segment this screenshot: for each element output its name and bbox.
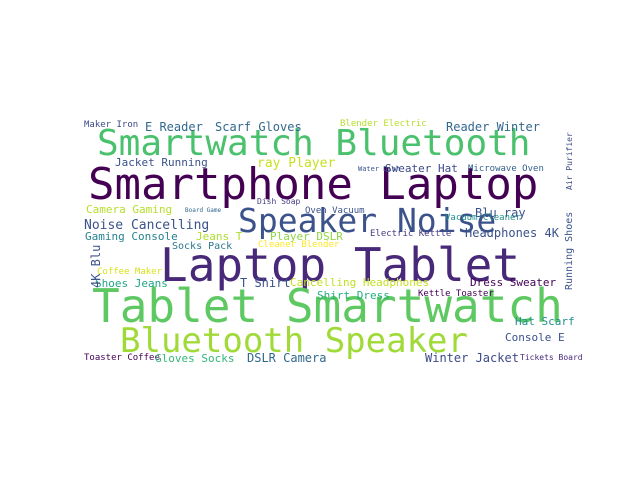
word: Winter Jacket [425,351,519,365]
word: Running Shoes [564,212,575,290]
word: Shirt Dress [317,289,390,302]
word: Headphones 4K [465,226,560,240]
word: Tickets Board [520,353,583,362]
word: Camera Gaming [86,203,172,216]
word: Tablet Smartwatch [92,279,563,333]
word: Scarf Gloves [215,120,302,134]
word: Gaming Console [85,230,178,243]
word: Jeans T [196,230,243,243]
word: Air Purifier [565,132,574,190]
word: Blender Electric [340,119,427,129]
word: Bluetooth Speaker [120,321,468,361]
word: Cleaner Blender [258,240,340,250]
word: Noise Cancelling [84,218,209,233]
word: Console E [505,331,565,344]
word: Laptop Tablet [160,238,520,292]
word: Board Game [185,207,222,214]
word: T Shirt [240,276,291,290]
word: Electric Kettle [370,229,451,239]
word: Toaster Coffee [84,353,160,363]
word: Maker Iron [84,120,138,130]
word: Cancelling Headphones [290,276,429,289]
word: Dress Sweater [470,276,556,289]
word: Gloves Socks [155,352,234,365]
word: Water Dish [358,165,400,173]
word: Speaker Noise [238,201,496,240]
word: Player DSLR [270,230,343,243]
word: Sweater Hat [385,162,458,175]
word: Blu ray [475,206,526,220]
word: Dish Soap [257,197,301,206]
word: Coffee Maker [97,267,163,277]
word: Jacket Running [115,156,208,169]
word: Socks Pack [172,241,232,252]
word: Shoes Jeans [95,277,168,290]
word: Oven Vacuum [305,206,365,216]
word: ray Player [257,156,335,171]
word: Smartwatch Bluetooth [97,123,530,164]
word: Microwave Oven [468,164,544,174]
word: E Reader [145,120,203,134]
word: Hat Scarf [515,315,575,328]
word: Vacuum Cleaner [445,213,521,223]
word: DSLR Camera [247,351,326,365]
word: Smartphone Laptop [88,159,538,210]
word: 4K Blu [89,245,103,288]
word: Reader Winter [446,120,540,134]
word: Kettle Toaster [418,289,494,299]
